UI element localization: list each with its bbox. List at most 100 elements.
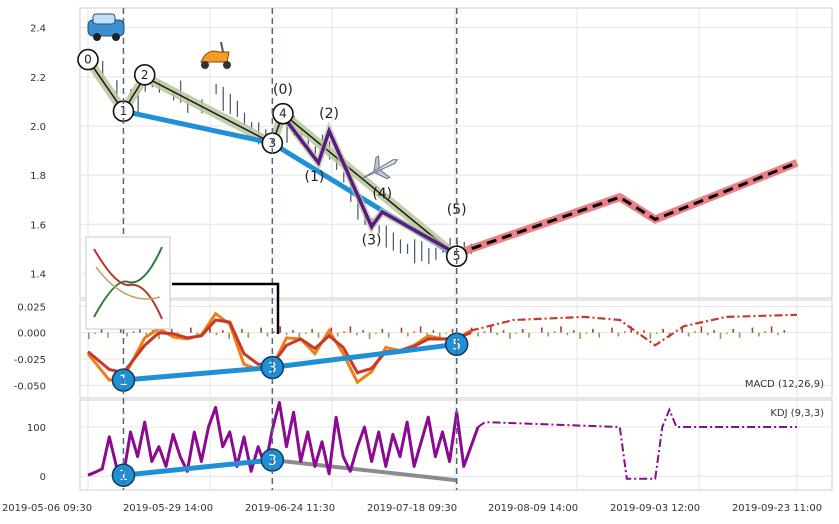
price-ytick-label: 2.4 [30, 24, 46, 35]
macd-histogram-bar [438, 332, 441, 339]
overlays [85, 8, 458, 490]
kdj-legend: KDJ (9,3,3) [770, 408, 824, 419]
kdj-series-kdj [87, 401, 480, 477]
macd-histogram-bar [751, 327, 754, 333]
macd-histogram-bar [649, 332, 652, 339]
macd-projection [470, 313, 798, 347]
macd-histogram-bar [732, 328, 735, 333]
macd-histogram-bar [317, 332, 320, 338]
macd-histogram-bar [758, 332, 760, 337]
price-ytick-label: 2.2 [30, 73, 46, 84]
scooter-icon [200, 41, 231, 69]
macd-histogram-bar [783, 330, 786, 333]
macd-histogram-bar [285, 332, 288, 336]
macd-histogram-bar [400, 327, 403, 333]
macd-histogram-bar [598, 332, 601, 338]
macd-histogram-bar [662, 328, 664, 333]
macd-histogram-bar [413, 331, 416, 333]
macd-histogram-bar [311, 328, 313, 333]
wave-thumbnail-curve [95, 266, 161, 300]
macd-histogram-bar [343, 331, 345, 333]
airplane-icon-wing [373, 169, 391, 180]
x-tick-label: 2019-07-18 09:30 [367, 503, 457, 514]
wave-label: 5 [453, 249, 461, 263]
wave-point-0 [77, 48, 99, 71]
macd-histogram-bar [560, 326, 562, 333]
wave-point-2 [133, 64, 156, 86]
price-ytick-label: 2.0 [30, 122, 46, 133]
macd-histogram-bar [477, 332, 479, 337]
airplane-icon [361, 155, 399, 180]
macd-ytick-label: 0.025 [17, 302, 46, 313]
kdj-wave-point-1 [111, 463, 136, 487]
macd-histogram-bar [158, 332, 160, 339]
x-tick-label: 2019-05-06 09:30 [2, 503, 92, 514]
wave-label: 4 [279, 107, 287, 121]
macd-histogram-bar [119, 327, 122, 333]
scooter-icon-handle [220, 41, 224, 53]
wave-thumbnail-curve [93, 246, 163, 318]
macd-histogram-bar [336, 332, 339, 337]
kdj-wave-line [123, 457, 273, 478]
macd-ytick-label: -0.025 [14, 355, 46, 366]
macd-histogram-bar [279, 326, 282, 333]
scooter-icon-wheel [201, 61, 209, 69]
macd-histogram-bar [215, 332, 218, 336]
macd-histogram-bar [126, 332, 128, 337]
macd-histogram-bar [496, 332, 498, 336]
macd-histogram-bar [247, 332, 250, 338]
macd-histogram-bar [368, 332, 371, 339]
car-icon-wheel [112, 33, 120, 41]
macd-histogram-bar [375, 332, 377, 334]
macd-histogram-bar [241, 328, 243, 333]
sub-wave-label: (2) [319, 106, 339, 122]
airplane-icon-wing [373, 155, 380, 172]
macd-histogram-bar [764, 331, 766, 333]
macd-histogram-bar [100, 328, 103, 333]
wave-point-5 [445, 245, 468, 268]
macd-histogram-bar [362, 330, 364, 333]
x-axis: 2019-05-06 09:30 2019-05-29 14:00 2019-06-… [2, 503, 822, 514]
macd-histogram-bar [419, 326, 422, 333]
macd-ytick-label: 0.000 [17, 329, 46, 340]
macd-histogram-bar [451, 328, 454, 333]
macd-legend: MACD (12,26,9) [745, 379, 824, 390]
macd-histogram-bar [387, 332, 390, 338]
car-icon-window [92, 13, 116, 25]
macd-histogram-bar [170, 328, 173, 333]
macd-histogram-bar [777, 332, 779, 336]
macd-histogram-bar [611, 327, 613, 333]
kdj-panel: 100013KDJ (9,3,3) [27, 399, 833, 491]
x-tick-label: 2019-09-03 12:00 [610, 503, 700, 514]
macd-histogram-bar [407, 332, 409, 337]
macd-histogram-bar [107, 332, 109, 338]
sub-wave-label: (3) [362, 233, 382, 249]
macd-histogram-bar [572, 330, 575, 333]
wave-label: 2 [141, 68, 149, 82]
macd-histogram-bar [553, 331, 556, 333]
macd-histogram-bar [266, 332, 269, 337]
macd-histogram-bar [694, 331, 696, 333]
macd-histogram-bar [528, 332, 530, 338]
macd-histogram-bar [617, 332, 620, 337]
macd-histogram-bar [432, 330, 435, 333]
macd-histogram-bar [88, 332, 90, 339]
x-tick-label: 2019-05-29 14:00 [123, 503, 213, 514]
macd-histogram-bar [483, 331, 486, 333]
macd-histogram-bar [145, 332, 148, 336]
kdj-grey-trend [272, 458, 457, 483]
price-ytick-label: 1.4 [30, 269, 46, 280]
projection-line [456, 161, 798, 256]
macd-histogram-bar [592, 328, 594, 333]
macd-ytick-label: -0.050 [14, 381, 46, 392]
kdj-projection [477, 407, 797, 480]
wave-label: 0 [84, 53, 92, 67]
sub-wave-label: (4) [372, 186, 392, 202]
macd-histogram-bar [273, 331, 275, 333]
macd-histogram-bar [547, 332, 550, 337]
macd-histogram-bar [630, 326, 632, 333]
macd-histogram-bar [579, 332, 581, 339]
macd-histogram-bar [260, 327, 262, 333]
macd-histogram-bar [502, 330, 505, 333]
